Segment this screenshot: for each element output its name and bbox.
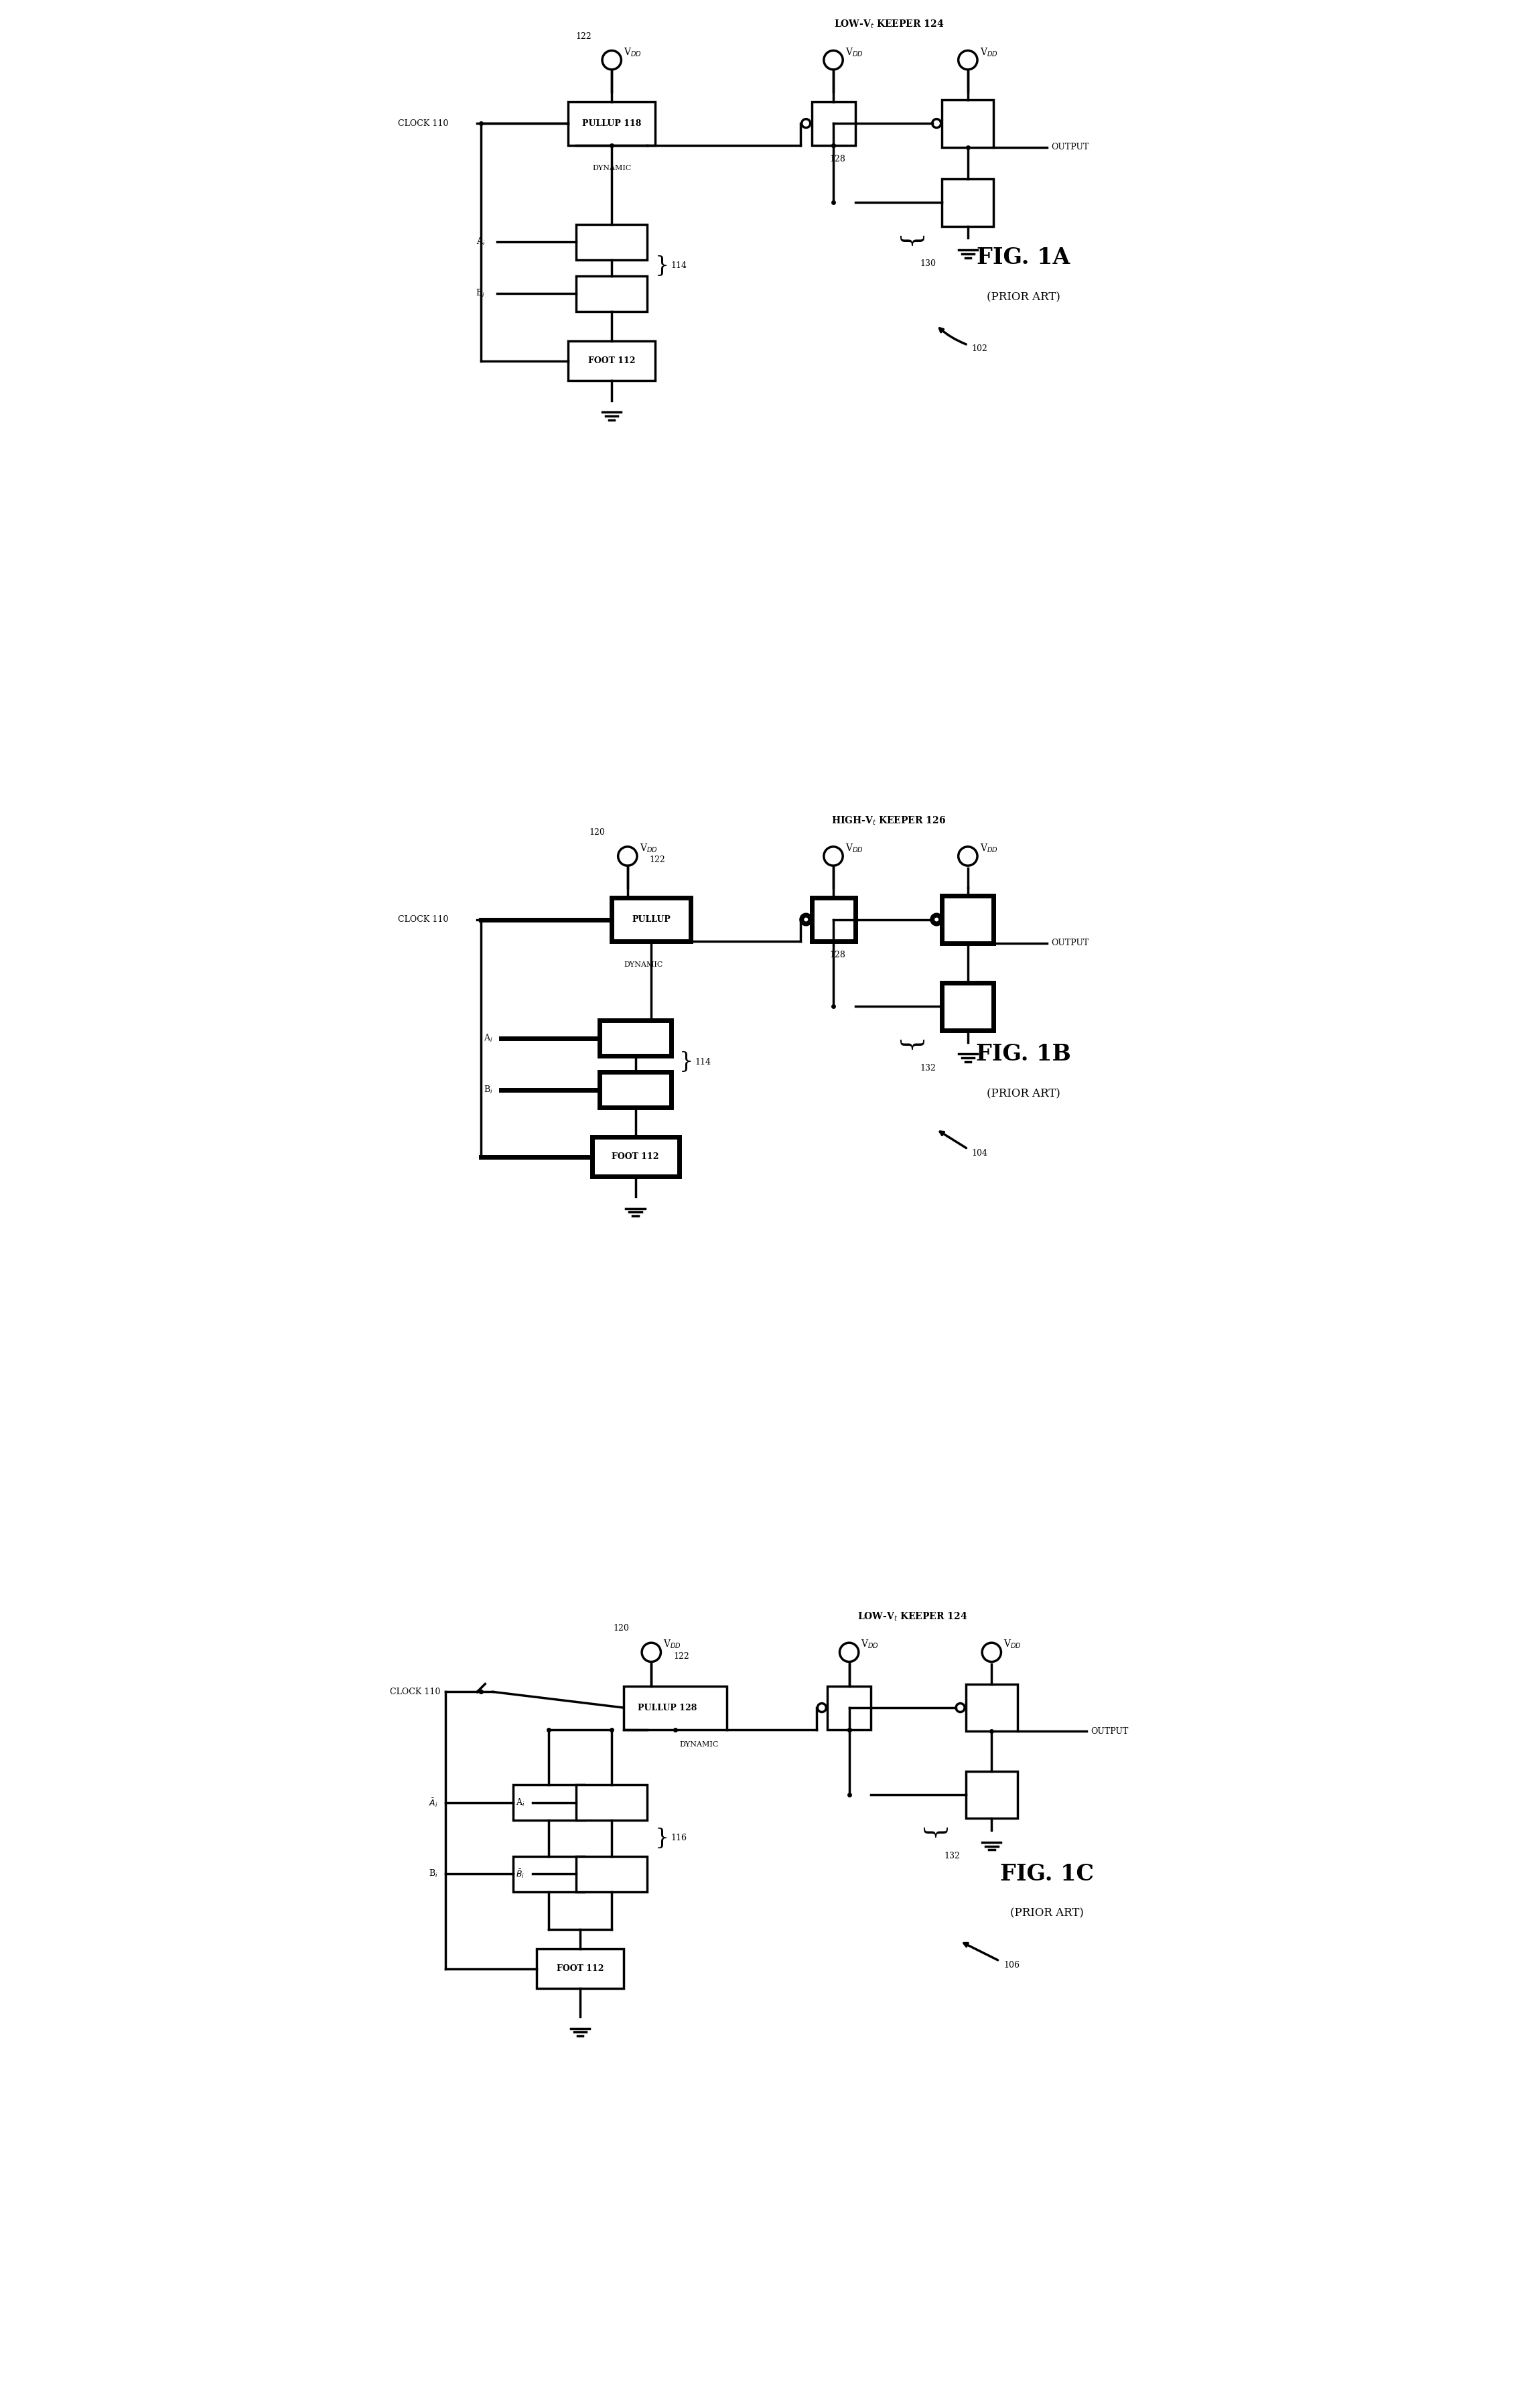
- Text: }: }: [919, 1826, 944, 1843]
- Text: LOW-V$_t$ KEEPER 124: LOW-V$_t$ KEEPER 124: [833, 19, 944, 31]
- Bar: [942, 984, 993, 1031]
- Bar: [827, 1687, 872, 1730]
- Bar: [942, 101, 993, 146]
- Bar: [576, 225, 647, 261]
- Text: 122: 122: [576, 31, 591, 41]
- Bar: [591, 1137, 679, 1177]
- Bar: [812, 897, 855, 940]
- Bar: [576, 275, 647, 311]
- Bar: [536, 1948, 624, 1989]
- Text: V$_{DD}$: V$_{DD}$: [845, 842, 862, 854]
- Text: FIG. 1B: FIG. 1B: [976, 1043, 1070, 1065]
- Text: OUTPUT: OUTPUT: [1090, 1728, 1129, 1735]
- Text: DYNAMIC: DYNAMIC: [624, 962, 662, 967]
- Text: DYNAMIC: DYNAMIC: [593, 165, 631, 172]
- Text: 102: 102: [972, 345, 987, 354]
- Text: $\bar{A}_i$: $\bar{A}_i$: [428, 1797, 437, 1809]
- Text: (PRIOR ART): (PRIOR ART): [1010, 1907, 1084, 1919]
- Text: 114: 114: [671, 261, 687, 270]
- Bar: [624, 1687, 727, 1730]
- Text: A$_i$: A$_i$: [484, 1034, 493, 1043]
- Text: CLOCK 110: CLOCK 110: [390, 1687, 440, 1697]
- Text: }: }: [679, 1051, 693, 1072]
- Bar: [576, 1857, 647, 1893]
- Text: 120: 120: [590, 828, 605, 838]
- Text: CLOCK 110: CLOCK 110: [397, 120, 448, 127]
- Text: OUTPUT: OUTPUT: [1050, 144, 1089, 151]
- Text: FOOT 112: FOOT 112: [611, 1153, 659, 1161]
- Text: V$_{DD}$: V$_{DD}$: [1004, 1639, 1021, 1651]
- Text: CLOCK 110: CLOCK 110: [397, 914, 448, 924]
- Text: FOOT 112: FOOT 112: [556, 1965, 604, 1974]
- Bar: [576, 1785, 647, 1821]
- Text: PULLUP 118: PULLUP 118: [582, 120, 641, 127]
- Text: V$_{DD}$: V$_{DD}$: [861, 1639, 879, 1651]
- Bar: [568, 342, 655, 380]
- Text: (PRIOR ART): (PRIOR ART): [987, 292, 1060, 304]
- Text: 104: 104: [972, 1149, 987, 1158]
- Text: 122: 122: [650, 857, 665, 864]
- Text: }: }: [654, 1828, 670, 1850]
- Text: }: }: [654, 256, 670, 278]
- Text: B$_i$: B$_i$: [428, 1869, 437, 1879]
- Text: 132: 132: [944, 1852, 959, 1859]
- Bar: [513, 1857, 584, 1893]
- Bar: [601, 1019, 671, 1055]
- Text: DYNAMIC: DYNAMIC: [679, 1742, 718, 1747]
- Text: 130: 130: [921, 258, 936, 268]
- Text: (PRIOR ART): (PRIOR ART): [987, 1089, 1060, 1098]
- Text: 114: 114: [695, 1058, 711, 1067]
- Text: 132: 132: [921, 1062, 936, 1072]
- Text: V$_{DD}$: V$_{DD}$: [639, 842, 658, 854]
- Text: FOOT 112: FOOT 112: [588, 357, 636, 366]
- Text: PULLUP: PULLUP: [631, 914, 671, 924]
- Text: V$_{DD}$: V$_{DD}$: [845, 45, 862, 57]
- Text: A$_i$: A$_i$: [516, 1797, 525, 1809]
- Bar: [601, 1072, 671, 1108]
- Text: }: }: [896, 1039, 921, 1055]
- Bar: [568, 101, 655, 146]
- Text: 122: 122: [673, 1651, 690, 1661]
- Text: }: }: [896, 235, 921, 251]
- Text: 116: 116: [671, 1833, 687, 1843]
- Bar: [942, 179, 993, 227]
- Text: B$_i$: B$_i$: [476, 287, 485, 299]
- Text: HIGH-V$_t$ KEEPER 126: HIGH-V$_t$ KEEPER 126: [832, 814, 946, 826]
- Text: V$_{DD}$: V$_{DD}$: [624, 45, 642, 57]
- Text: 106: 106: [1004, 1960, 1019, 1969]
- Text: OUTPUT: OUTPUT: [1050, 938, 1089, 948]
- Text: V$_{DD}$: V$_{DD}$: [979, 842, 998, 854]
- Text: FIG. 1A: FIG. 1A: [976, 246, 1070, 268]
- Text: 128: 128: [829, 156, 845, 163]
- Bar: [513, 1785, 584, 1821]
- Text: A$_i$: A$_i$: [476, 237, 485, 246]
- Text: V$_{DD}$: V$_{DD}$: [979, 45, 998, 57]
- Bar: [942, 895, 993, 943]
- Text: PULLUP 128: PULLUP 128: [638, 1704, 696, 1711]
- Text: V$_{DD}$: V$_{DD}$: [664, 1639, 681, 1651]
- Bar: [611, 897, 691, 940]
- Text: 128: 128: [829, 950, 845, 960]
- Text: LOW-V$_t$ KEEPER 124: LOW-V$_t$ KEEPER 124: [858, 1610, 967, 1622]
- Bar: [812, 101, 855, 146]
- Text: FIG. 1C: FIG. 1C: [999, 1862, 1093, 1886]
- Bar: [966, 1771, 1018, 1819]
- Text: 120: 120: [613, 1625, 630, 1632]
- Text: $\bar{B}_i$: $\bar{B}_i$: [516, 1869, 525, 1881]
- Bar: [966, 1685, 1018, 1733]
- Text: B$_i$: B$_i$: [484, 1084, 493, 1096]
